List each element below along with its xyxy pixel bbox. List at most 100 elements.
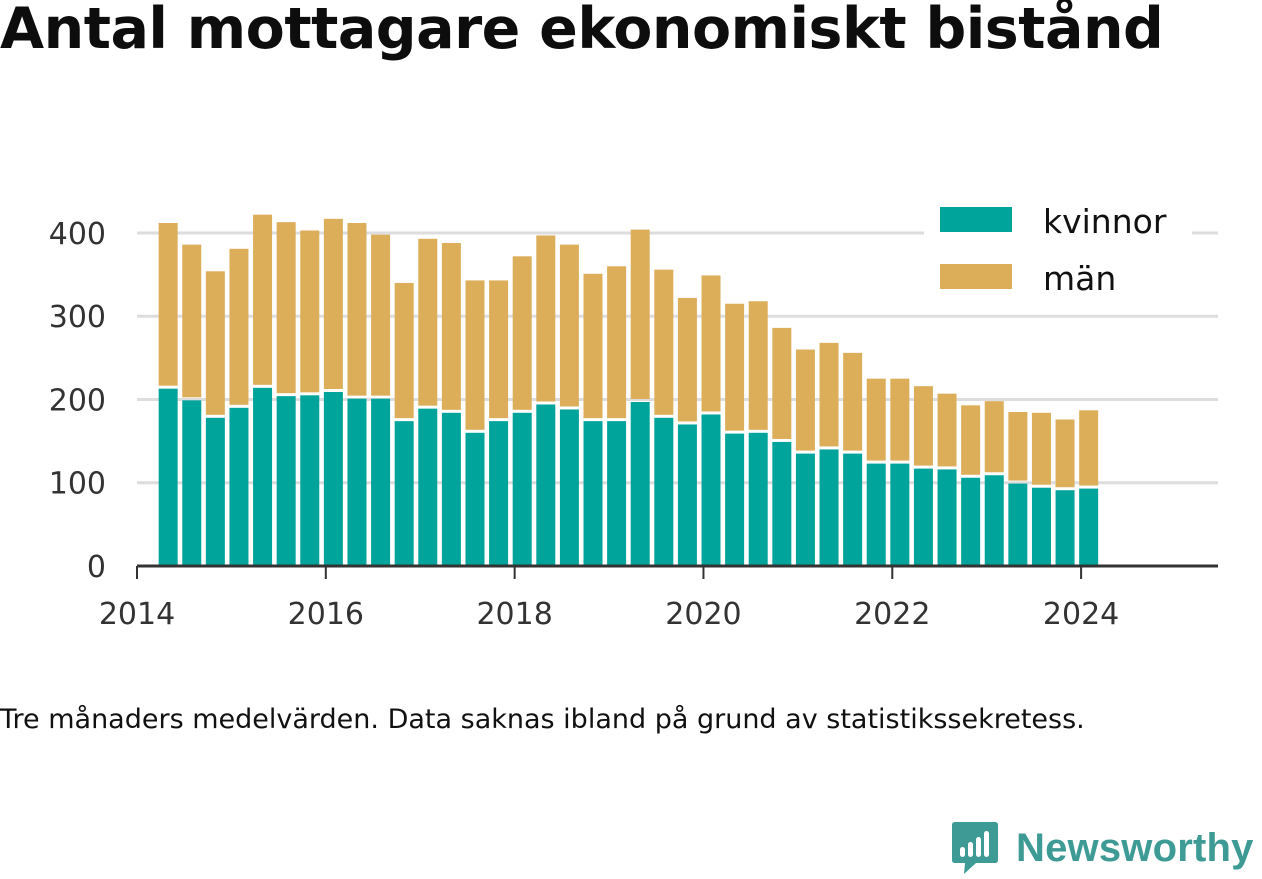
bar-kvinnor (937, 469, 957, 566)
bar-man (913, 386, 933, 466)
bar-man (677, 297, 697, 422)
bar-kvinnor (512, 412, 532, 566)
bar-kvinnor (795, 453, 815, 566)
chart-caption: Tre månaders medelvärden. Data saknas ib… (0, 704, 1085, 735)
bar-kvinnor (300, 395, 320, 566)
bar-kvinnor (371, 398, 391, 566)
bar-man (937, 393, 957, 467)
bar-man (536, 235, 556, 402)
x-tick-label-2024: 2024 (1043, 597, 1119, 632)
bar-man (323, 218, 343, 389)
bar-kvinnor (890, 463, 910, 566)
bar-man (843, 352, 863, 451)
bar-kvinnor (725, 433, 745, 566)
x-tick-label-2022: 2022 (854, 597, 930, 632)
y-axis: 0 100 200 300 400 (49, 217, 106, 585)
legend: kvinnor män (924, 196, 1192, 308)
bar-man (819, 342, 839, 447)
bar-kvinnor (654, 417, 674, 566)
bar-kvinnor (465, 432, 485, 566)
bar-man (630, 229, 650, 399)
bar-man (795, 349, 815, 451)
bar-man (229, 248, 249, 405)
bar-kvinnor (347, 398, 367, 566)
bar-kvinnor (536, 404, 556, 566)
legend-swatch-kvinnor (940, 207, 1012, 232)
bar-man (748, 301, 768, 430)
y-tick-label-400: 400 (49, 217, 106, 252)
bar-kvinnor (583, 421, 603, 566)
y-tick-label-100: 100 (49, 467, 106, 502)
bar-man (394, 282, 414, 419)
page-title: Antal mottagare ekonomiskt bistånd (0, 0, 1164, 62)
bar-kvinnor (961, 477, 981, 566)
brand-logo[interactable]: Newsworthy (950, 818, 1254, 878)
bar-man (1008, 411, 1028, 481)
bar-man (276, 222, 296, 394)
bar-man (418, 238, 438, 406)
bar-kvinnor (1008, 483, 1028, 566)
brand-name: Newsworthy (1016, 825, 1254, 870)
bar-kvinnor (229, 407, 249, 566)
bar-man (158, 222, 178, 386)
bar-man (559, 244, 579, 407)
bar-kvinnor (323, 391, 343, 566)
bar-kvinnor (701, 414, 721, 566)
bar-man (465, 280, 485, 430)
bar-man (725, 303, 745, 431)
bar-man (583, 273, 603, 419)
bar-man (182, 244, 202, 398)
bar-man (984, 401, 1004, 473)
legend-label-man: män (1043, 259, 1116, 298)
bar-man (961, 405, 981, 475)
bar-kvinnor (866, 463, 886, 566)
bar-kvinnor (205, 417, 225, 566)
legend-label-kvinnor: kvinnor (1043, 202, 1167, 241)
bar-kvinnor (1031, 487, 1051, 566)
bar-kvinnor (1079, 488, 1099, 566)
bar-kvinnor (158, 388, 178, 566)
bar-kvinnor (913, 468, 933, 566)
x-axis: 2014 2016 2018 2020 2022 2024 (99, 564, 1218, 632)
y-tick-label-0: 0 (87, 550, 106, 585)
bar-man (371, 234, 391, 396)
bar-kvinnor (984, 475, 1004, 566)
bar-kvinnor (559, 409, 579, 566)
bar-man (607, 266, 627, 419)
bar-man (654, 269, 674, 415)
bar-man (1031, 412, 1051, 485)
y-tick-label-300: 300 (49, 300, 106, 335)
bar-kvinnor (630, 401, 650, 566)
bar-kvinnor (772, 441, 792, 566)
x-tick-label-2018: 2018 (476, 597, 552, 632)
bar-kvinnor (677, 424, 697, 566)
newsworthy-logo-icon (952, 822, 998, 874)
x-tick-label-2014: 2014 (99, 597, 175, 632)
bar-man (300, 230, 320, 393)
x-tick-label-2020: 2020 (665, 597, 741, 632)
bar-kvinnor (441, 412, 461, 566)
bar-kvinnor (418, 408, 438, 566)
bars (158, 214, 1099, 566)
bar-kvinnor (489, 421, 509, 566)
bar-man (772, 327, 792, 439)
bar-man (205, 271, 225, 415)
bar-man (890, 378, 910, 461)
bar-kvinnor (394, 421, 414, 566)
bar-man (701, 275, 721, 412)
bar-kvinnor (843, 453, 863, 566)
legend-swatch-man (940, 264, 1012, 289)
bar-kvinnor (748, 432, 768, 566)
y-tick-label-200: 200 (49, 383, 106, 418)
bar-man (512, 256, 532, 410)
bar-man (489, 280, 509, 419)
bar-man (1055, 419, 1075, 488)
bar-kvinnor (276, 396, 296, 566)
bar-man (347, 222, 367, 396)
bar-man (866, 378, 886, 461)
stacked-bar-chart: 2014 2016 2018 2020 2022 2024 0 100 200 300 400 k… (48, 196, 1218, 632)
bar-kvinnor (607, 421, 627, 566)
bar-man (441, 242, 461, 410)
bar-kvinnor (1055, 490, 1075, 566)
x-tick-label-2016: 2016 (288, 597, 364, 632)
